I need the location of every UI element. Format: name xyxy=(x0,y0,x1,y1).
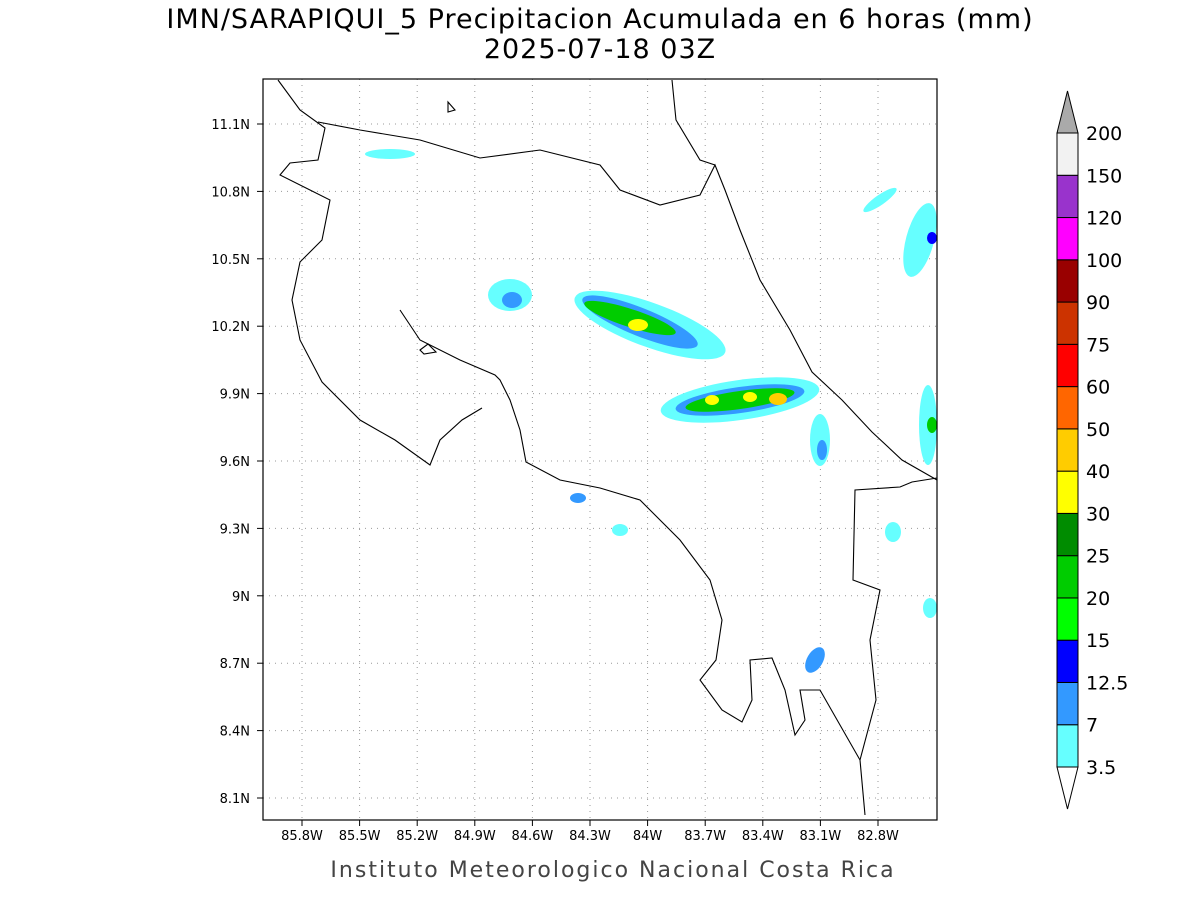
lon-label: 82.8W xyxy=(857,829,899,844)
colorbar-label: 90 xyxy=(1086,292,1110,314)
colorbar-label: 60 xyxy=(1086,377,1110,399)
footer: Instituto Meteorologico Nacional Costa R… xyxy=(330,858,895,883)
colorbar-label: 12.5 xyxy=(1086,672,1128,694)
lat-label: 8.1N xyxy=(220,792,250,807)
colorbar-bin xyxy=(1056,724,1079,768)
lat-label: 9.3N xyxy=(220,522,250,537)
subtitle: 2025-07-18 03Z xyxy=(484,34,716,65)
colorbar-label: 40 xyxy=(1086,461,1110,483)
colorbar-label: 120 xyxy=(1086,208,1122,230)
lon-label: 85.2W xyxy=(396,829,438,844)
colorbar-bin xyxy=(1056,428,1079,472)
colorbar-label: 25 xyxy=(1086,546,1110,568)
lon-label: 84W xyxy=(633,829,663,844)
colorbar-label: 75 xyxy=(1086,334,1110,356)
colorbar-bin xyxy=(1056,512,1079,557)
colorbar-label: 100 xyxy=(1086,250,1122,272)
coastlines xyxy=(277,79,938,816)
colorbar-label: 200 xyxy=(1086,123,1122,145)
lat-label: 8.4N xyxy=(220,725,250,740)
lat-label: 10.8N xyxy=(211,185,250,200)
colorbar-bin xyxy=(1056,217,1079,261)
lon-label: 85.8W xyxy=(281,829,323,844)
lat-label: 9N xyxy=(232,590,250,605)
title: IMN/SARAPIQUI_5 Precipitacion Acumulada … xyxy=(166,4,1033,35)
colorbar-bin xyxy=(1056,555,1079,599)
colorbar-label: 30 xyxy=(1086,503,1110,525)
lat-label: 9.6N xyxy=(220,455,250,470)
lon-label: 85.5W xyxy=(339,829,381,844)
lat-label: 11.1N xyxy=(211,118,250,133)
colorbar-under xyxy=(1056,766,1079,810)
colorbar-bin xyxy=(1056,386,1079,430)
lon-label: 83.7W xyxy=(684,829,726,844)
colorbar-bin xyxy=(1056,639,1079,683)
colorbar-label: 3.5 xyxy=(1086,757,1116,779)
colorbar-label: 15 xyxy=(1086,630,1110,652)
precip-areas xyxy=(365,149,937,673)
lon-label: 83.4W xyxy=(742,829,784,844)
colorbar-bin xyxy=(1056,132,1079,176)
colorbar-label: 20 xyxy=(1086,588,1110,610)
colorbar-label: 7 xyxy=(1086,715,1098,737)
colorbar-bin xyxy=(1056,597,1079,641)
lat-label: 9.9N xyxy=(220,388,250,403)
lat-label: 8.7N xyxy=(220,657,250,672)
lon-label: 84.9W xyxy=(454,829,496,844)
colorbar-bin xyxy=(1056,343,1079,388)
lat-label: 10.2N xyxy=(211,320,250,335)
colorbar-label: 150 xyxy=(1086,165,1122,187)
colorbar-bin xyxy=(1056,681,1079,726)
colorbar-bin xyxy=(1056,174,1079,219)
colorbar-bin xyxy=(1056,301,1079,345)
colorbar-bin xyxy=(1056,259,1079,303)
map-frame xyxy=(262,78,938,821)
lat-label: 10.5N xyxy=(211,253,250,268)
lon-label: 84.6W xyxy=(511,829,553,844)
colorbar-over xyxy=(1056,90,1079,134)
colorbar-label: 50 xyxy=(1086,419,1110,441)
lon-label: 83.1W xyxy=(799,829,841,844)
colorbar-bin xyxy=(1056,470,1079,514)
lon-label: 84.3W xyxy=(569,829,611,844)
